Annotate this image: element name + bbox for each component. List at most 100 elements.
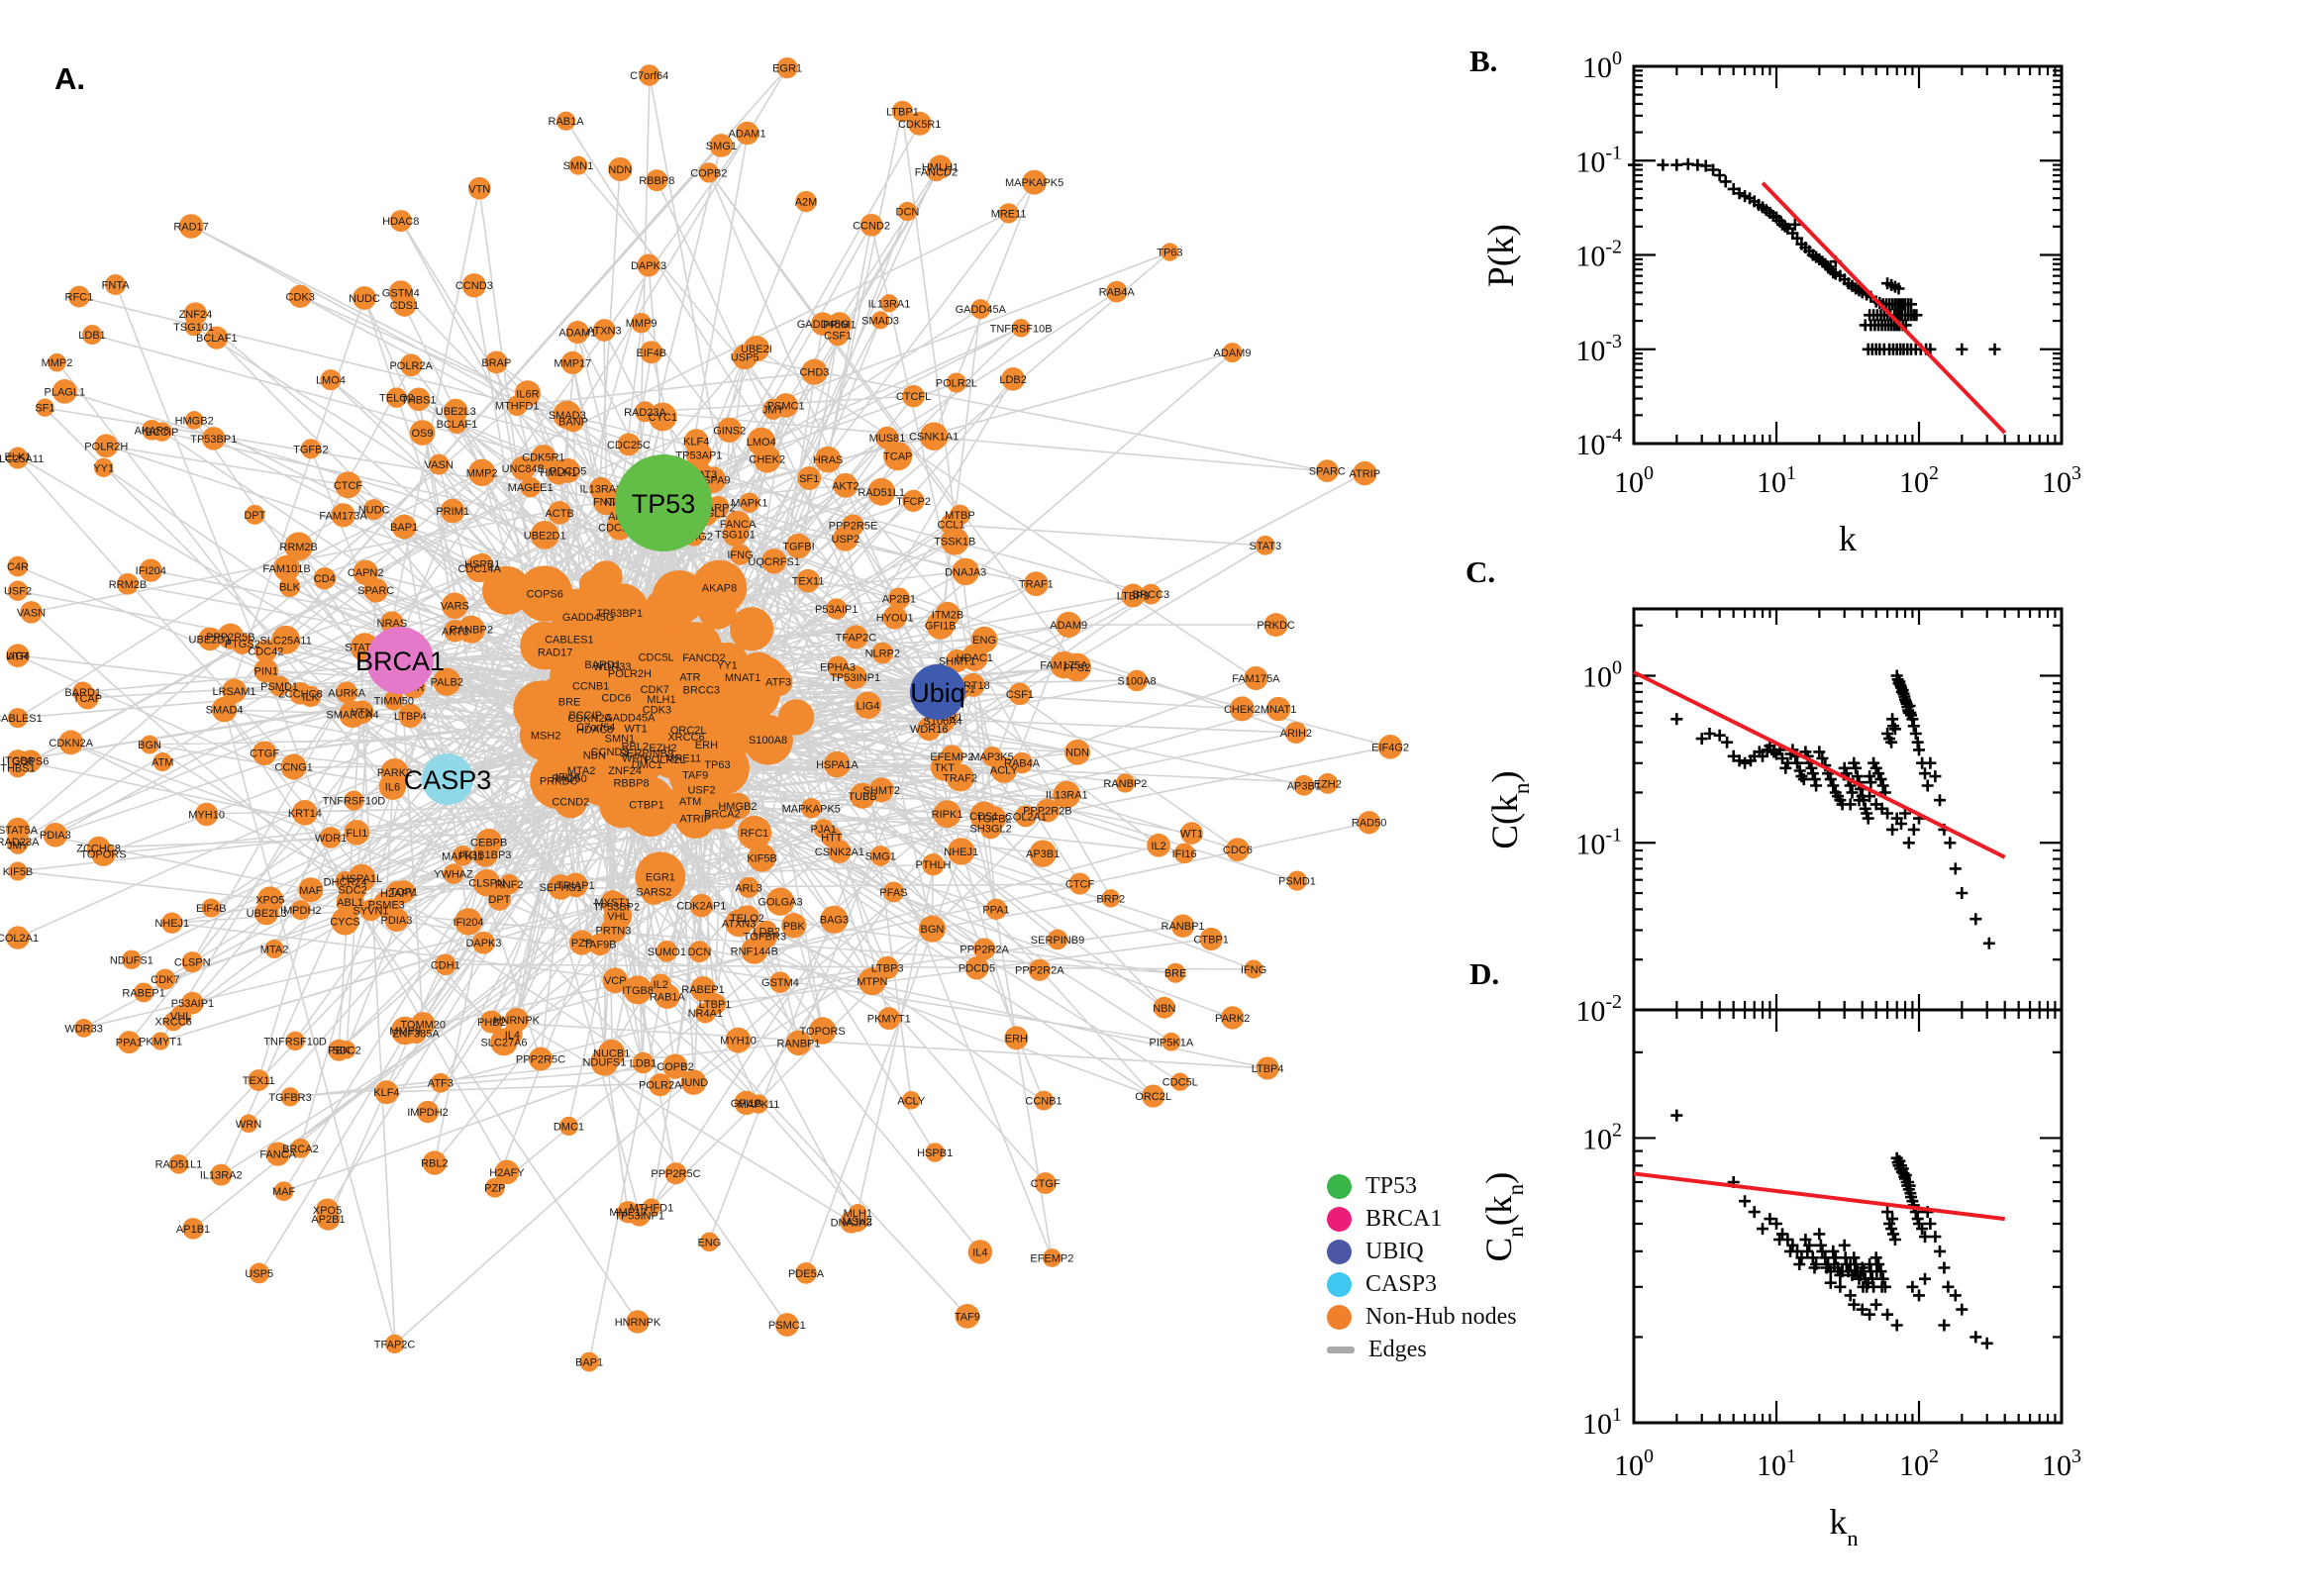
svg-text:DPT: DPT [488,894,510,906]
legend-label: Non-Hub nodes [1365,1304,1517,1330]
svg-text:AP2B1: AP2B1 [311,1214,345,1226]
svg-text:MNAT1: MNAT1 [725,672,760,684]
svg-text:BCCIP: BCCIP [568,710,602,722]
svg-text:ACLY: ACLY [897,1095,926,1107]
svg-text:PPA1: PPA1 [116,1038,143,1049]
svg-text:EIF4G2: EIF4G2 [675,531,713,543]
svg-text:CDC5L: CDC5L [1162,1077,1198,1089]
svg-text:AURKA: AURKA [328,687,366,699]
svg-text:CTGF: CTGF [250,748,279,760]
svg-text:MMP17: MMP17 [609,1207,647,1219]
svg-text:PZP: PZP [484,1183,505,1195]
svg-text:TNFRSF10B: TNFRSF10B [990,323,1053,335]
svg-text:IL6: IL6 [385,781,400,793]
svg-text:GSTM4: GSTM4 [382,287,420,299]
svg-text:COL2A1: COL2A1 [0,933,39,945]
svg-text:RBBP8: RBBP8 [639,175,674,187]
svg-text:PJA1: PJA1 [811,824,837,836]
svg-text:ERH: ERH [1005,1033,1028,1045]
svg-text:SMG1: SMG1 [865,850,896,862]
svg-text:POLR2A: POLR2A [639,1080,682,1092]
svg-text:PPP2R5C: PPP2R5C [516,1054,565,1066]
svg-text:MMP9: MMP9 [389,1026,421,1038]
legend-label: UBIQ [1365,1239,1424,1264]
svg-text:MRC1: MRC1 [945,684,975,696]
svg-text:SHMT1: SHMT1 [939,656,975,668]
svg-text:CHEK2: CHEK2 [749,454,785,466]
fit-line [1633,1171,2005,1222]
svg-text:PPA1: PPA1 [982,904,1009,916]
hub-label: CASP3 [404,765,492,795]
svg-text:P53AIP1: P53AIP1 [171,998,214,1010]
svg-text:RAD23A: RAD23A [0,837,40,848]
svg-text:ELK1: ELK1 [400,648,427,660]
svg-text:POLR2L: POLR2L [936,378,977,390]
svg-text:RAB1A: RAB1A [549,116,585,128]
svg-text:RAD51L1: RAD51L1 [858,487,905,499]
svg-text:HSPA1L: HSPA1L [342,873,382,885]
panel-label-b: B. [1469,44,1498,78]
svg-text:MMP2: MMP2 [42,357,73,369]
svg-text:FANCD2: FANCD2 [682,652,725,664]
svg-text:SMAD4: SMAD4 [206,705,244,717]
svg-text:COPS6: COPS6 [12,756,49,768]
svg-text:JMY: JMY [7,841,30,852]
svg-text:SDC2: SDC2 [332,1045,360,1056]
svg-text:USF2: USF2 [4,586,32,598]
hub-brca1: BRCA1 [355,627,445,694]
svg-text:IL13RA1: IL13RA1 [868,298,911,310]
svg-text:ATRIP: ATRIP [1349,468,1380,480]
svg-text:CDK7: CDK7 [151,974,179,986]
svg-text:BARD1: BARD1 [584,659,621,671]
svg-text:MTBP: MTBP [945,510,975,522]
svg-text:NHEJ1: NHEJ1 [154,918,189,930]
svg-text:MSH2: MSH2 [842,1216,872,1228]
svg-text:JMY: JMY [762,404,785,416]
svg-text:NBN: NBN [583,750,606,762]
legend-item-edges: Edges [1327,1334,1517,1366]
svg-text:VASN: VASN [17,607,46,619]
svg-text:HNRNPK: HNRNPK [615,1317,661,1329]
network-panel: ZNF24 USF2 ORC2L C7orf64 CDC6 S100A8 COPS6 CCND… [0,56,1409,1372]
svg-text:SARS2: SARS2 [636,886,671,898]
tick-label: 103 [2042,1446,2081,1482]
legend-label: Edges [1368,1337,1427,1362]
svg-text:IFNG: IFNG [1241,964,1266,976]
svg-text:RAD23A: RAD23A [624,407,666,419]
hub-tp53: TP53 [615,454,712,551]
svg-text:TSG101: TSG101 [715,529,756,541]
svg-text:BRCA2: BRCA2 [282,1144,319,1155]
svg-text:XRCC6: XRCC6 [154,1017,191,1029]
svg-text:CCL1: CCL1 [938,520,965,532]
svg-text:SF1: SF1 [35,403,54,415]
svg-text:THBS1: THBS1 [401,394,436,406]
axis-title: k [1839,519,1857,558]
hub-label: BRCA1 [355,647,445,676]
svg-text:PARK2: PARK2 [1215,1013,1250,1025]
tick-label: 10-2 [1575,991,1622,1028]
plot-frame [1632,64,2064,446]
svg-text:YWHAZ: YWHAZ [434,869,473,881]
svg-text:HMGB2: HMGB2 [718,801,757,813]
svg-text:TAF9: TAF9 [682,769,708,781]
svg-text:MTHFD1: MTHFD1 [495,401,540,413]
svg-text:SLC27A6: SLC27A6 [480,1037,527,1048]
svg-text:VARS: VARS [441,601,469,613]
svg-text:TGFB2: TGFB2 [976,814,1011,826]
svg-text:HTT: HTT [821,832,843,844]
svg-text:ZNF24: ZNF24 [179,309,213,321]
svg-text:XPO5: XPO5 [313,1205,342,1217]
svg-text:THBS1: THBS1 [0,763,35,775]
svg-text:YY1: YY1 [93,462,114,474]
svg-text:NDN: NDN [1065,748,1089,759]
legend: TP53 BRCA1 UBIQ CASP3 Non-Hub nodes Edges [1327,1170,1517,1366]
svg-text:TP53BP2: TP53BP2 [593,902,640,914]
svg-text:IFI204: IFI204 [453,917,483,929]
svg-text:MTHFD1: MTHFD1 [630,1202,674,1214]
svg-text:KIF5B: KIF5B [3,866,34,878]
svg-text:KRT14: KRT14 [288,808,322,820]
svg-text:POLR2H: POLR2H [608,668,652,680]
svg-text:GADD45G: GADD45G [562,612,615,624]
svg-text:RAD50: RAD50 [552,773,586,785]
svg-text:MAP3K5: MAP3K5 [970,751,1013,763]
